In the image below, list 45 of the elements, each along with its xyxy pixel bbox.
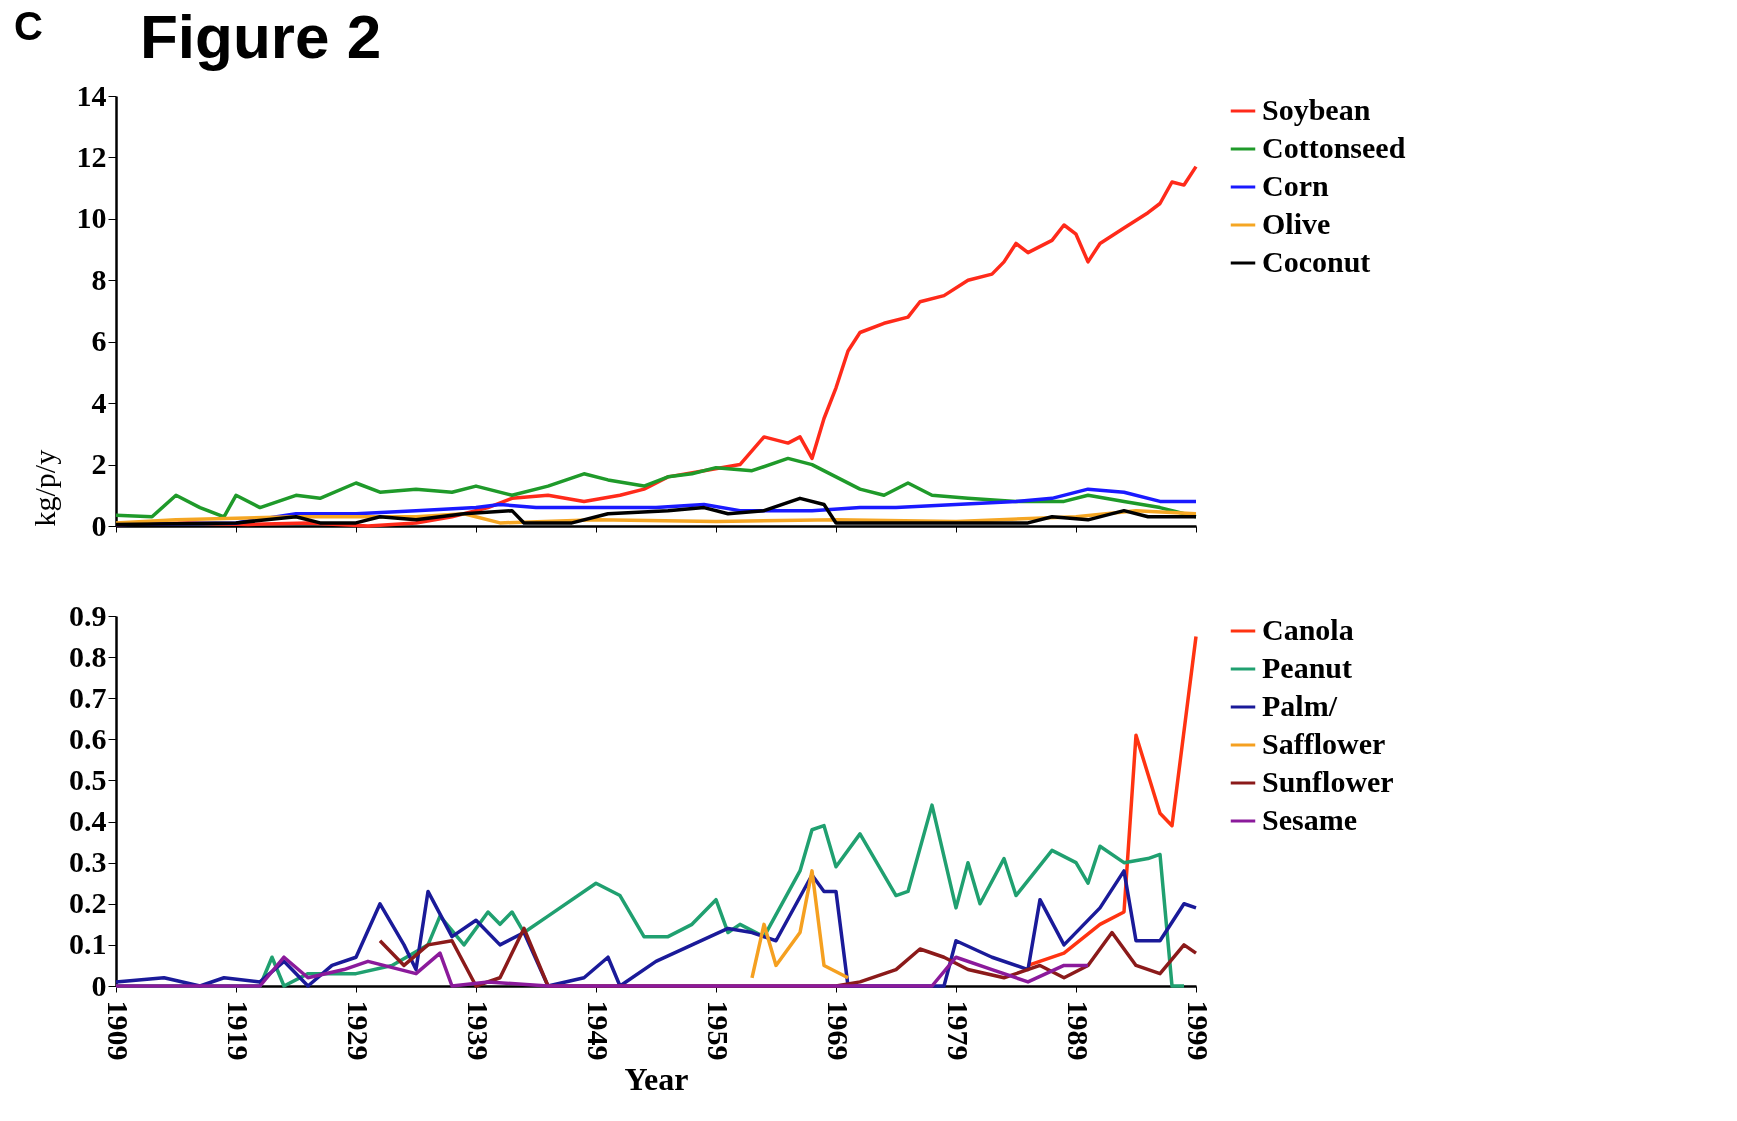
y-tick-label: 2: [91, 447, 107, 481]
y-tick-label: 10: [76, 201, 107, 235]
y-tick-label: 0.3: [69, 845, 107, 879]
y-tick-label: 0.2: [69, 886, 107, 920]
y-tick-label: 14: [76, 78, 107, 112]
legend-label: Coconut: [1262, 245, 1371, 278]
y-tick-label: 0.7: [69, 680, 107, 714]
x-tick-label: 1949: [581, 1000, 615, 1061]
text: C: [14, 4, 43, 49]
line-series: [114, 951, 1090, 988]
x-tick-label: 1959: [701, 1000, 735, 1061]
y-tick-label: 0.9: [69, 598, 107, 632]
y-tick-label: 0.4: [69, 804, 107, 838]
y-tick-label: 0.6: [69, 721, 107, 755]
legend-label: Sunflower: [1262, 765, 1394, 798]
y-tick-label: 6: [91, 324, 107, 358]
y-tick-label: 12: [76, 139, 107, 173]
x-tick-label: 1929: [341, 1000, 375, 1061]
y-tick-label: 4: [91, 385, 107, 419]
legend-label: Palm/: [1262, 689, 1338, 722]
legend-label: Corn: [1262, 169, 1329, 202]
x-tick-label: 1979: [941, 1000, 975, 1061]
x-tick-label: 1999: [1181, 1000, 1215, 1061]
legend-label: Peanut: [1262, 651, 1353, 684]
y-tick-label: 0: [91, 968, 107, 1002]
chart-title: Figure 2: [140, 2, 382, 71]
x-axis-title: Year: [624, 1060, 689, 1097]
y-tick-label: 8: [91, 262, 107, 296]
x-tick-label: 1919: [221, 1000, 255, 1061]
y-tick-label: 0.1: [69, 927, 107, 961]
y-tick-label: 0.5: [69, 762, 107, 796]
x-tick-label: 1939: [461, 1000, 495, 1061]
y-tick-label: 0: [91, 508, 107, 542]
line-series: [750, 869, 850, 980]
x-tick-label: 1909: [101, 1000, 135, 1061]
legend-label: Olive: [1262, 207, 1331, 240]
legend-label: Canola: [1262, 613, 1354, 646]
x-tick-label: 1989: [1061, 1000, 1095, 1061]
legend-label: Safflower: [1262, 727, 1386, 760]
y-tick-label: 0.8: [69, 639, 107, 673]
legend-label: Cottonseed: [1262, 131, 1406, 164]
legend-label: Soybean: [1262, 93, 1371, 126]
y-axis-title: kg/p/y: [27, 449, 61, 527]
x-tick-label: 1969: [821, 1000, 855, 1061]
legend-label: Sesame: [1262, 803, 1357, 836]
